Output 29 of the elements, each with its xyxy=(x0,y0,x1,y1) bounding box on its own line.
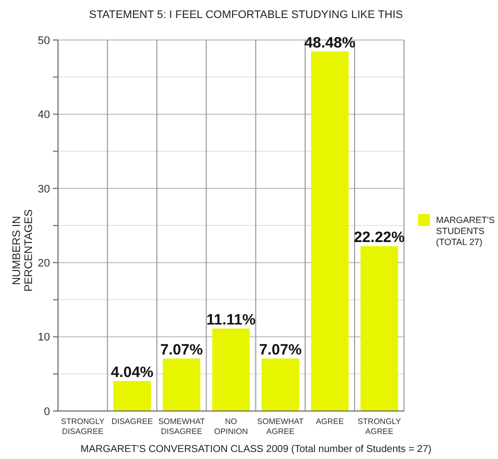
data-label: 7.07% xyxy=(160,342,203,359)
y-tick-label: 0 xyxy=(44,406,50,418)
bar xyxy=(360,246,398,411)
y-tick-label: 10 xyxy=(38,332,50,344)
legend-label: MARGARET'S STUDENTS (TOTAL 27) xyxy=(436,215,495,247)
data-label: 11.11% xyxy=(206,312,256,329)
bar xyxy=(162,358,200,411)
data-label: 22.22% xyxy=(354,229,405,246)
y-tick-label: 40 xyxy=(38,109,50,122)
data-label: 48.48% xyxy=(304,34,356,52)
x-tick-label: STRONGLY AGREE xyxy=(358,417,402,436)
x-tick-label: NO OPINION xyxy=(214,417,248,436)
data-label: 7.07% xyxy=(259,342,302,359)
bar xyxy=(311,51,349,411)
y-axis-title: NUMBERS IN PERCENTAGES xyxy=(11,209,35,292)
chart-title: STATEMENT 5: I FEEL COMFORTABLE STUDYING LIKE THIS xyxy=(89,9,403,21)
y-tick-label: 30 xyxy=(38,183,50,196)
bar xyxy=(262,358,300,411)
bar xyxy=(113,381,151,411)
y-tick-label: 20 xyxy=(38,257,50,270)
bar xyxy=(212,328,250,411)
x-tick-label: SOMEWHAT AGREE xyxy=(257,417,304,436)
x-tick-label: AGREE xyxy=(316,417,344,426)
data-label: 4.04% xyxy=(110,364,154,382)
y-tick-label: 50 xyxy=(38,34,50,47)
x-axis-title: MARGARET'S CONVERSATION CLASS 2009 (Total number of Students = 27) xyxy=(80,444,432,455)
x-tick-label: SOMEWHAT DISAGREE xyxy=(158,417,205,436)
x-tick-label: STRONGLY DISAGREE xyxy=(61,417,106,436)
x-tick-label: DISAGREE xyxy=(111,417,153,426)
